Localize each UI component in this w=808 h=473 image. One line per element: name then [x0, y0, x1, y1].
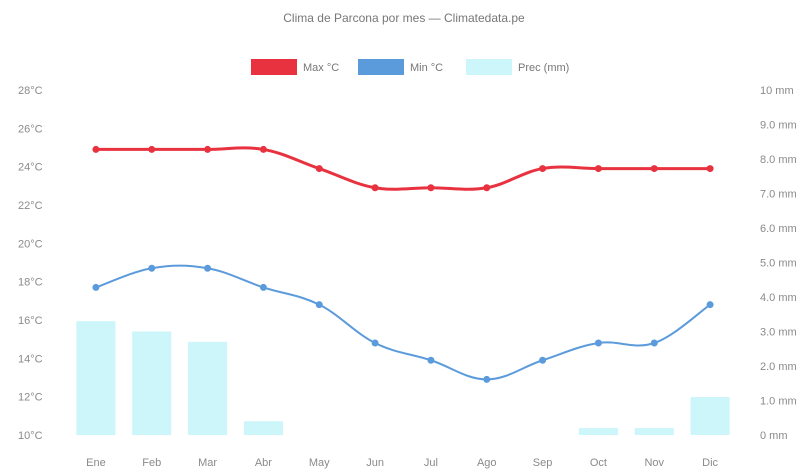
y-axis-left: 10°C 12°C 14°C 16°C 18°C 20°C 22°C 24°C 26°C 28°C: [18, 85, 43, 442]
series-point-1: [259, 283, 267, 291]
series-point-0: [259, 145, 267, 153]
series-point-1: [650, 339, 658, 347]
y-right-tick-label: 7.0 mm: [760, 189, 797, 201]
y-left-tick-label: 12°C: [18, 392, 43, 404]
chart-title: Clima de Parcona por mes — Climatedata.p…: [283, 11, 525, 25]
precip-bar: [578, 428, 618, 435]
x-tick-label: Sep: [533, 457, 553, 469]
series-point-0: [315, 165, 323, 173]
y-left-tick-label: 16°C: [18, 315, 43, 327]
series-line-1: [95, 264, 711, 381]
y-left-tick-label: 22°C: [18, 200, 43, 212]
temperature-lines: [92, 145, 714, 383]
y-right-tick-label: 0 mm: [760, 430, 788, 442]
legend-label-2: Prec (mm): [518, 62, 569, 74]
series-point-1: [204, 264, 212, 272]
x-tick-label: Oct: [590, 457, 607, 469]
series-point-1: [148, 264, 156, 272]
x-tick-label: Abr: [255, 457, 272, 469]
y-right-tick-label: 1.0 mm: [760, 396, 797, 408]
x-tick-label: Jul: [424, 457, 438, 469]
precip-bar: [132, 331, 172, 435]
legend-label-0: Max °C: [303, 62, 339, 74]
precip-bar: [76, 321, 116, 435]
precip-bar: [188, 341, 228, 435]
series-line-0: [95, 146, 711, 191]
y-right-tick-label: 5.0 mm: [760, 258, 797, 270]
y-left-tick-label: 26°C: [18, 123, 43, 135]
precip-bar: [243, 421, 283, 435]
series-point-0: [204, 145, 212, 153]
series-point-1: [371, 339, 379, 347]
series-point-0: [483, 184, 491, 192]
y-left-tick-label: 20°C: [18, 238, 43, 250]
precipitation-bars: [76, 321, 730, 435]
precip-bar: [690, 397, 730, 435]
legend-swatch-0: [251, 59, 297, 75]
y-right-tick-label: 2.0 mm: [760, 361, 797, 373]
precip-bar: [634, 428, 674, 435]
x-tick-label: Ago: [477, 457, 497, 469]
y-right-tick-label: 4.0 mm: [760, 292, 797, 304]
y-right-tick-label: 3.0 mm: [760, 327, 797, 339]
y-left-tick-label: 18°C: [18, 277, 43, 289]
legend-swatch-2: [466, 59, 512, 75]
y-right-tick-label: 6.0 mm: [760, 223, 797, 235]
x-tick-label: Ene: [86, 457, 106, 469]
series-point-1: [427, 356, 435, 364]
series-point-0: [594, 165, 602, 173]
x-tick-label: Jun: [366, 457, 384, 469]
y-axis-right: 0 mm 1.0 mm 2.0 mm 3.0 mm 4.0 mm 5.0 mm 6.0 mm…: [760, 85, 797, 442]
series-point-0: [148, 145, 156, 153]
y-right-tick-label: 9.0 mm: [760, 120, 797, 132]
x-tick-label: May: [309, 457, 330, 469]
series-point-1: [315, 301, 323, 309]
series-point-1: [483, 375, 491, 383]
series-point-0: [539, 165, 547, 173]
legend-swatch-1: [358, 59, 404, 75]
series-point-0: [371, 184, 379, 192]
y-left-tick-label: 28°C: [18, 85, 43, 97]
series-point-0: [427, 184, 435, 192]
y-right-tick-label: 8.0 mm: [760, 154, 797, 166]
y-left-tick-label: 14°C: [18, 353, 43, 365]
x-tick-label: Feb: [142, 457, 161, 469]
x-axis: Ene Feb Mar Abr May Jun Jul Ago Sep Oct Nov Dic: [86, 457, 718, 469]
y-left-tick-label: 10°C: [18, 430, 43, 442]
series-point-0: [706, 165, 714, 173]
series-point-1: [594, 339, 602, 347]
x-tick-label: Mar: [198, 457, 217, 469]
series-point-0: [92, 145, 100, 153]
x-tick-label: Dic: [702, 457, 718, 469]
legend: Max °C Min °C Prec (mm): [251, 59, 569, 75]
series-point-0: [650, 165, 658, 173]
legend-label-1: Min °C: [410, 62, 443, 74]
series-point-1: [539, 356, 547, 364]
series-point-1: [706, 301, 714, 309]
series-point-1: [92, 283, 100, 291]
y-right-tick-label: 10 mm: [760, 85, 794, 97]
x-tick-label: Nov: [644, 457, 664, 469]
y-left-tick-label: 24°C: [18, 162, 43, 174]
